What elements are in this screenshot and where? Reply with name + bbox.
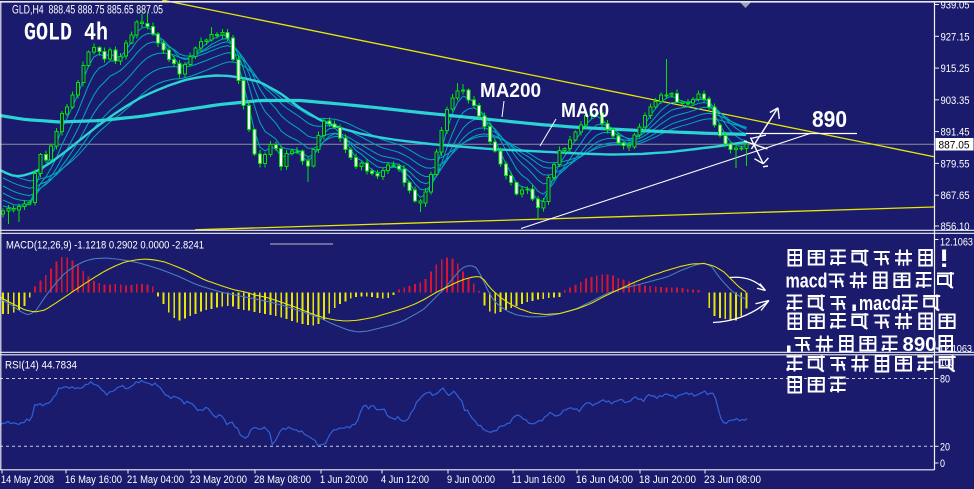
svg-text:0: 0	[940, 458, 945, 470]
svg-text:16 Jun 04:00: 16 Jun 04:00	[576, 474, 633, 486]
svg-text:28 May 08:00: 28 May 08:00	[254, 474, 311, 486]
svg-text:MA200: MA200	[480, 80, 541, 102]
svg-text:12.1063: 12.1063	[940, 237, 973, 249]
svg-text:14 May 2008: 14 May 2008	[1, 474, 54, 486]
svg-text:4 Jun 12:00: 4 Jun 12:00	[381, 474, 429, 486]
svg-text:887.05: 887.05	[939, 139, 970, 151]
svg-text:100: 100	[940, 357, 954, 369]
svg-text:80: 80	[940, 374, 950, 386]
svg-text:-12.1063: -12.1063	[936, 344, 972, 355]
svg-text:18 Jun 20:00: 18 Jun 20:00	[639, 474, 696, 486]
svg-text:23 May 20:00: 23 May 20:00	[190, 474, 247, 486]
svg-text:9 Jun 00:00: 9 Jun 00:00	[447, 474, 495, 486]
svg-text:867.65: 867.65	[941, 190, 970, 202]
svg-text:11 Jun 16:00: 11 Jun 16:00	[512, 474, 565, 486]
svg-text:890: 890	[903, 334, 937, 356]
svg-text:MA60: MA60	[561, 100, 609, 122]
svg-text:879.55: 879.55	[941, 158, 970, 170]
svg-text:1 Jun 20:00: 1 Jun 20:00	[320, 474, 368, 486]
svg-text:23 Jun 08:00: 23 Jun 08:00	[704, 474, 761, 486]
svg-text:20: 20	[940, 441, 950, 453]
svg-text:891.45: 891.45	[941, 127, 970, 139]
svg-text:16 May 16:00: 16 May 16:00	[65, 474, 122, 486]
svg-text:GLD,H4 888.45 888.75 885.65 8: GLD,H4 888.45 888.75 885.65 887.05	[12, 5, 163, 17]
svg-text:903.35: 903.35	[941, 95, 970, 107]
svg-text:MACD(12,26,9) -1.1218 0.2902 0: MACD(12,26,9) -1.1218 0.2902 0.0000 -2.8…	[6, 240, 204, 252]
svg-text:GOLD 4h: GOLD 4h	[24, 19, 108, 48]
svg-text:macd: macd	[786, 271, 828, 293]
svg-text:856.10: 856.10	[941, 221, 970, 233]
svg-text:macd: macd	[859, 293, 901, 315]
svg-text:915.25: 915.25	[941, 63, 970, 75]
svg-text:890: 890	[812, 106, 847, 132]
svg-text:927.15: 927.15	[941, 31, 970, 43]
svg-text:21 May 04:00: 21 May 04:00	[127, 474, 184, 486]
svg-text:RSI(14) 44.7834: RSI(14) 44.7834	[5, 360, 77, 372]
svg-text:939.05: 939.05	[941, 0, 970, 12]
